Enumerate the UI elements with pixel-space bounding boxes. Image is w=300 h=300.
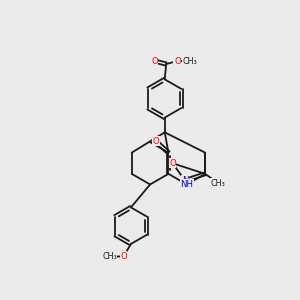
Text: CH₃: CH₃ xyxy=(102,252,117,261)
Text: N: N xyxy=(182,176,188,185)
Text: CH₃: CH₃ xyxy=(211,179,226,188)
Text: CH₃: CH₃ xyxy=(182,57,197,66)
Text: O: O xyxy=(151,57,158,66)
Text: O: O xyxy=(174,57,181,66)
Text: NH: NH xyxy=(180,180,193,189)
Text: O: O xyxy=(169,159,176,168)
Text: O: O xyxy=(120,252,127,261)
Text: O: O xyxy=(153,137,160,146)
